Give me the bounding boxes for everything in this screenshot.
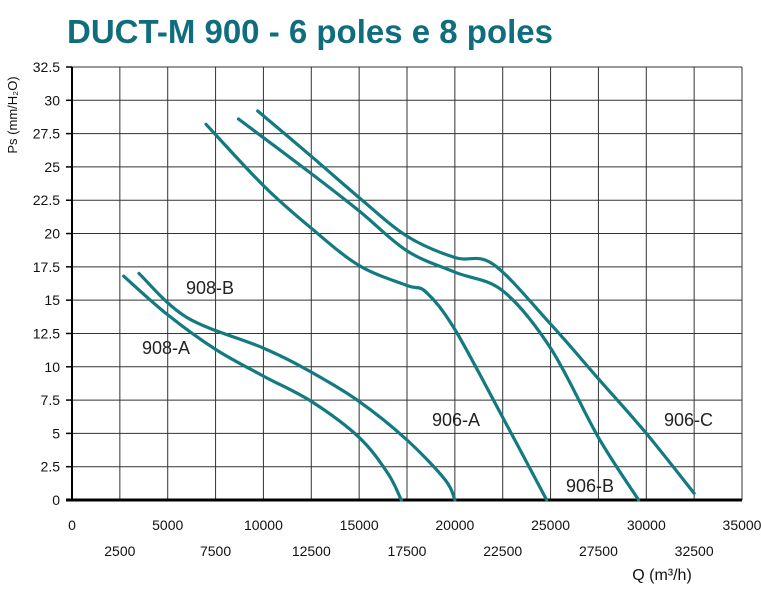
series-label-908-a: 908-A [142, 338, 190, 358]
x-tick-label: 0 [68, 517, 76, 533]
x-tick-label: 22500 [483, 543, 522, 559]
series-line-906-b [236, 117, 641, 502]
y-axis-label: Ps (mm/H₂O) [5, 76, 20, 153]
y-tick-label: 10 [44, 359, 60, 375]
series-label-906-c: 906-C [664, 410, 713, 430]
y-tick-label: 27.5 [33, 126, 60, 142]
y-tick-label: 17.5 [33, 259, 60, 275]
x-tick-label: 30000 [627, 517, 666, 533]
x-tick-label: 15000 [340, 517, 379, 533]
series-label-906-a: 906-A [432, 410, 480, 430]
x-tick-label: 10000 [244, 517, 283, 533]
x-tick-label: 7500 [200, 543, 231, 559]
x-axis-label: Q (m³/h) [632, 567, 692, 584]
series-line-906-c [256, 109, 696, 495]
series-label-906-b: 906-B [566, 476, 614, 496]
y-tick-label: 2.5 [41, 459, 61, 475]
x-tick-label: 35000 [723, 517, 761, 533]
x-tick-label: 27500 [579, 543, 618, 559]
x-tick-label: 25000 [531, 517, 570, 533]
y-tick-label: 0 [52, 492, 60, 508]
x-tick-label: 5000 [152, 517, 183, 533]
y-tick-label: 5 [52, 425, 60, 441]
x-tick-label: 17500 [388, 543, 427, 559]
x-tick-label: 32500 [675, 543, 714, 559]
series-line-908-a [122, 274, 403, 502]
x-tick-label: 2500 [104, 543, 135, 559]
y-tick-label: 22.5 [33, 192, 60, 208]
chart-title: DUCT-M 900 - 6 poles e 8 poles [67, 13, 553, 50]
series-layer [122, 109, 696, 502]
series-line-906-a [204, 122, 549, 502]
x-tick-label: 20000 [435, 517, 474, 533]
axes: 0 2.5 5 7.5 10 12.5 15 17.5 20 22.5 25 27.5 30 32.5 0 5… [33, 59, 761, 559]
y-tick-label: 32.5 [33, 59, 60, 75]
y-tick-label: 25 [44, 159, 60, 175]
series-line-908-b [137, 271, 457, 502]
series-label-908-b: 908-B [186, 278, 234, 298]
y-tick-label: 30 [44, 92, 60, 108]
grid [72, 66, 743, 500]
x-tick-label: 12500 [292, 543, 331, 559]
y-tick-label: 12.5 [33, 325, 60, 341]
y-tick-label: 20 [44, 226, 60, 242]
y-tick-label: 7.5 [41, 392, 61, 408]
labels-layer: 908-B 908-A 906-A 906-B 906-C [142, 278, 713, 496]
y-tick-label: 15 [44, 292, 60, 308]
